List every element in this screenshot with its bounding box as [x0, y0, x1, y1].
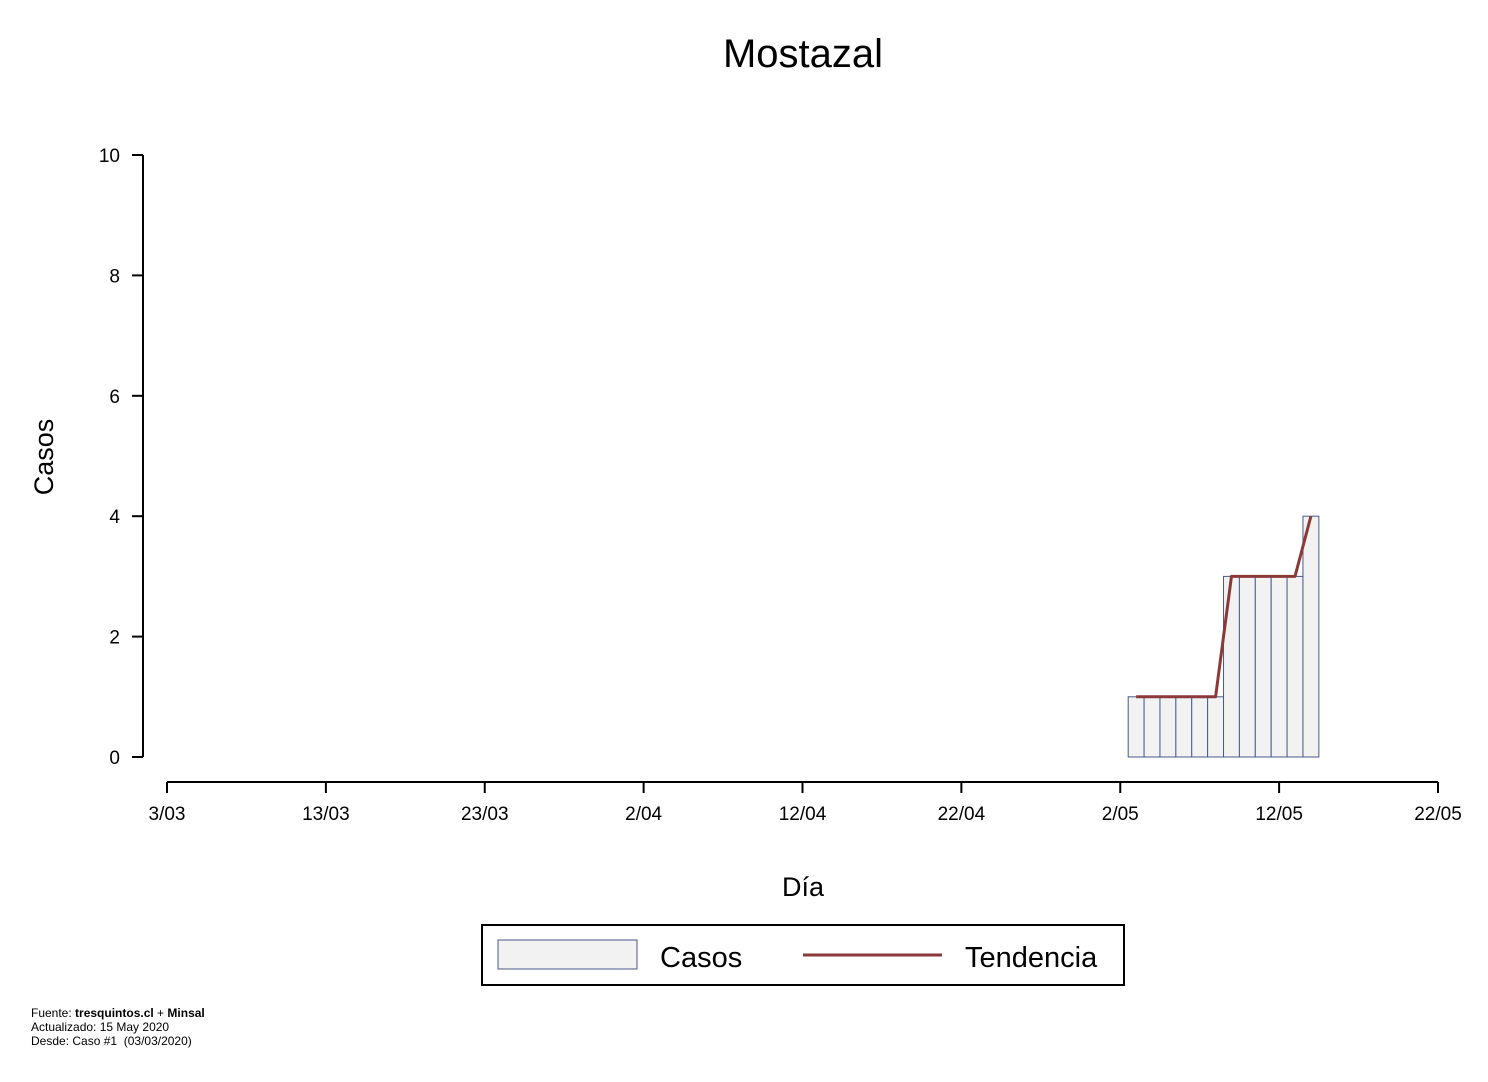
line-series-tendencia: [1136, 515, 1313, 699]
x-tick-label: 12/05: [1255, 804, 1303, 825]
legend-label-tendencia: Tendencia: [965, 942, 1098, 974]
footer-updated: Actualizado: 15 May 2020: [31, 1020, 170, 1034]
bar-casos: [1127, 696, 1145, 758]
footer-since: Desde: Caso #1 (03/03/2020): [31, 1034, 192, 1048]
x-tick-label: 3/03: [149, 804, 186, 825]
y-tick-label: 6: [109, 387, 120, 408]
footer-source-prefix: Fuente:: [31, 1006, 76, 1020]
trend-line: [1136, 515, 1313, 699]
y-tick-label: 10: [99, 146, 120, 167]
x-axis-label: Día: [782, 872, 825, 902]
bars-series-casos: [1127, 515, 1320, 758]
footer-source-joiner: +: [153, 1006, 168, 1020]
x-tick-label: 12/04: [779, 804, 827, 825]
footer-source-partner: Minsal: [167, 1006, 205, 1020]
footer-source-name: tresquintos.cl: [75, 1006, 154, 1020]
x-tick-label: 2/05: [1102, 804, 1139, 825]
x-tick-label: 22/05: [1414, 804, 1462, 825]
x-tick-label: 23/03: [461, 804, 509, 825]
x-tick-label: 2/04: [625, 804, 662, 825]
bar-casos: [1143, 696, 1161, 758]
y-axis: 0 2 4 6 8 10: [99, 146, 144, 769]
y-tick-label: 4: [109, 507, 120, 528]
bar-casos: [1254, 575, 1272, 758]
bar-casos: [1207, 696, 1225, 758]
y-tick-label: 0: [109, 748, 120, 769]
x-tick-label: 22/04: [938, 804, 986, 825]
bar-casos: [1191, 696, 1209, 758]
bar-casos: [1159, 696, 1177, 758]
bar-casos: [1302, 515, 1320, 758]
bar-casos: [1238, 575, 1256, 758]
y-tick-label: 2: [109, 628, 120, 649]
bar-casos: [1223, 575, 1240, 758]
y-axis-label: Casos: [29, 419, 59, 496]
footer-source: Fuente: tresquintos.cl + Minsal: [31, 1006, 205, 1020]
footer-notes: Fuente: tresquintos.cl + Minsal Actualiz…: [31, 1006, 205, 1048]
legend-label-casos: Casos: [660, 942, 742, 974]
y-tick-label: 8: [109, 266, 120, 287]
bar-casos: [1175, 696, 1193, 758]
legend: Casos Tendencia: [481, 924, 1125, 986]
bar-casos: [1286, 575, 1304, 758]
legend-swatch-casos: [497, 939, 638, 970]
chart-title: Mostazal: [723, 32, 883, 76]
bar-casos: [1270, 575, 1288, 758]
x-tick-label: 13/03: [302, 804, 350, 825]
x-axis: 3/03 13/03 23/03 2/04 12/04 22/04 2/05 12/05 22/…: [149, 781, 1462, 825]
